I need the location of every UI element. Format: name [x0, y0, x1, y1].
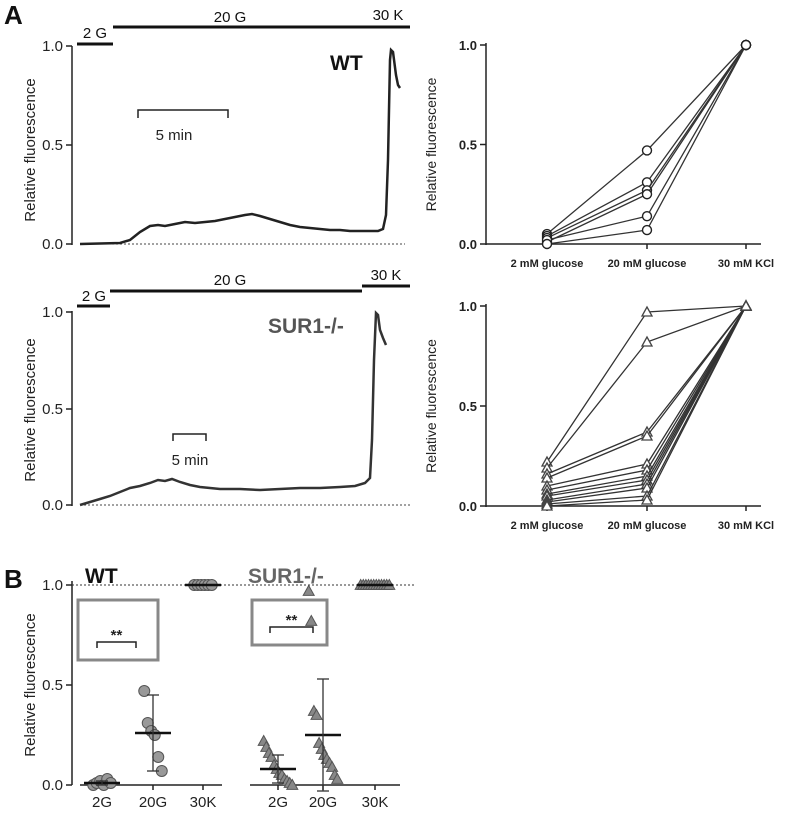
- sur-paired-ytick-0: 0.0: [459, 499, 477, 514]
- scatter-sur-point: [285, 778, 299, 790]
- sur-paired-series-line: [546, 305, 747, 475]
- sur-paired-xtick-0: 2 mM glucose: [511, 520, 584, 532]
- sur-paired-point: [640, 429, 654, 441]
- scatter-sur-xtick-2: 30K: [362, 794, 389, 811]
- scatter-sur-point: [304, 614, 318, 626]
- wt-trace-scalebar-label: 5 min: [156, 127, 193, 144]
- scatter-sur-significance-bracket: [269, 626, 314, 633]
- scatter-wt-xtick-0: 2G: [92, 794, 112, 811]
- scatter-sur-point: [302, 584, 316, 596]
- wt-trace-panel: 0.0 0.5 1.0 Relative fluorescence 2 G 20…: [22, 7, 410, 253]
- sur-paired-point: [739, 299, 753, 311]
- sur-bar-2g-label: 2 G: [82, 288, 106, 305]
- sur-trace-ytick-1: 0.5: [42, 401, 63, 418]
- wt-paired-ytick-0: 0.0: [459, 237, 477, 252]
- scatter-wt-xtick-2: 30K: [190, 794, 217, 811]
- sur-paired-point: [640, 305, 654, 317]
- scatter-sur-inset-box: [250, 598, 329, 647]
- wt-trace-line: [79, 47, 402, 246]
- sur-paired-xtick-2: 30 mM KCl: [718, 520, 774, 532]
- scatter-sur-title: SUR1-/-: [248, 565, 324, 588]
- panel-b-label: B: [4, 564, 23, 594]
- sur-paired-point: [640, 493, 654, 505]
- wt-paired-series-line: [546, 44, 747, 237]
- scatter-wt-significance-bracket: [96, 641, 137, 648]
- wt-trace-ylabel: Relative fluorescence: [22, 78, 39, 221]
- wt-bar-2g-label: 2 G: [83, 25, 107, 42]
- wt-paired-xtick-2: 30 mM KCl: [718, 258, 774, 270]
- sur-paired-xtick-1: 20 mM glucose: [608, 520, 687, 532]
- sur-trace-panel: 0.0 0.5 1.0 Relative fluorescence 2 G 20…: [22, 267, 410, 514]
- scatter-ytick-1: 0.5: [42, 677, 63, 694]
- sur-paired-point: [640, 335, 654, 347]
- sur-paired-panel: 0.0 0.5 1.0 2 mM glucose 20 mM glucose 30 mM …: [423, 299, 774, 532]
- wt-paired-series-line: [546, 44, 747, 241]
- wt-paired-point: [641, 189, 653, 200]
- scatter-ylabel: Relative fluorescence: [22, 613, 39, 756]
- scatter-sur-xtick-1: 20G: [309, 794, 337, 811]
- wt-paired-point: [541, 238, 553, 250]
- sur-paired-ytick-2: 1.0: [459, 299, 477, 314]
- scatter-sur-significance-label: **: [286, 612, 298, 629]
- scatter-wt-point: [152, 751, 165, 763]
- sur-trace-ytick-2: 1.0: [42, 304, 63, 321]
- sur-trace-scalebar-label: 5 min: [172, 452, 209, 469]
- sur-trace-line: [79, 310, 388, 507]
- sur-trace-ylabel: Relative fluorescence: [22, 338, 39, 481]
- scatter-wt-xtick-1: 20G: [139, 794, 167, 811]
- wt-paired-point: [740, 39, 752, 51]
- scatter-wt-significance-label: **: [111, 627, 123, 644]
- sur-paired-ytick-1: 0.5: [459, 399, 477, 414]
- wt-trace-ytick-0: 0.0: [42, 236, 63, 253]
- panel-a-label: A: [4, 0, 23, 30]
- wt-paired-panel: 0.0 0.5 1.0 2 mM glucose 20 mM glucose 30 mM …: [423, 38, 774, 270]
- wt-genotype-label: WT: [330, 52, 363, 75]
- wt-paired-xtick-0: 2 mM glucose: [511, 258, 584, 270]
- sur-trace-ytick-0: 0.0: [42, 497, 63, 514]
- sur-paired-point: [540, 499, 554, 511]
- scatter-sur-point: [310, 708, 323, 720]
- wt-paired-ytick-2: 1.0: [459, 38, 477, 53]
- scatter-wt-point: [138, 685, 151, 697]
- scatter-wt-point: [148, 729, 161, 741]
- scatter-panel: 0.0 0.5 1.0 Relative fluorescence WT 2G 20G 30K…: [22, 565, 415, 811]
- sur-paired-series-line: [546, 305, 747, 469]
- sur-paired-series-line: [546, 305, 747, 479]
- sur-genotype-label: SUR1-/-: [268, 315, 344, 338]
- scatter-wt-inset-box: [76, 598, 160, 662]
- scatter-ytick-0: 0.0: [42, 777, 63, 794]
- wt-bar-20g-label: 20 G: [214, 9, 247, 26]
- wt-bar-30k-label: 30 K: [373, 7, 404, 24]
- wt-trace-scalebar: [137, 109, 229, 118]
- sur-paired-ylabel: Relative fluorescence: [423, 339, 439, 473]
- wt-paired-point: [641, 224, 653, 236]
- sur-trace-scalebar: [172, 433, 207, 441]
- wt-trace-ytick-2: 1.0: [42, 38, 63, 55]
- wt-paired-series-line: [546, 44, 747, 235]
- wt-paired-ylabel: Relative fluorescence: [423, 77, 439, 211]
- scatter-ytick-2: 1.0: [42, 577, 63, 594]
- sur-bar-20g-label: 20 G: [214, 272, 247, 289]
- wt-paired-ytick-1: 0.5: [459, 138, 477, 153]
- wt-paired-point: [641, 210, 653, 222]
- wt-trace-ytick-1: 0.5: [42, 137, 63, 154]
- sur-bar-30k-label: 30 K: [371, 267, 402, 284]
- scatter-wt-title: WT: [85, 565, 118, 588]
- scatter-sur-xtick-0: 2G: [268, 794, 288, 811]
- wt-paired-point: [641, 145, 653, 156]
- wt-paired-xtick-1: 20 mM glucose: [608, 258, 687, 270]
- scatter-sur-point: [330, 772, 344, 784]
